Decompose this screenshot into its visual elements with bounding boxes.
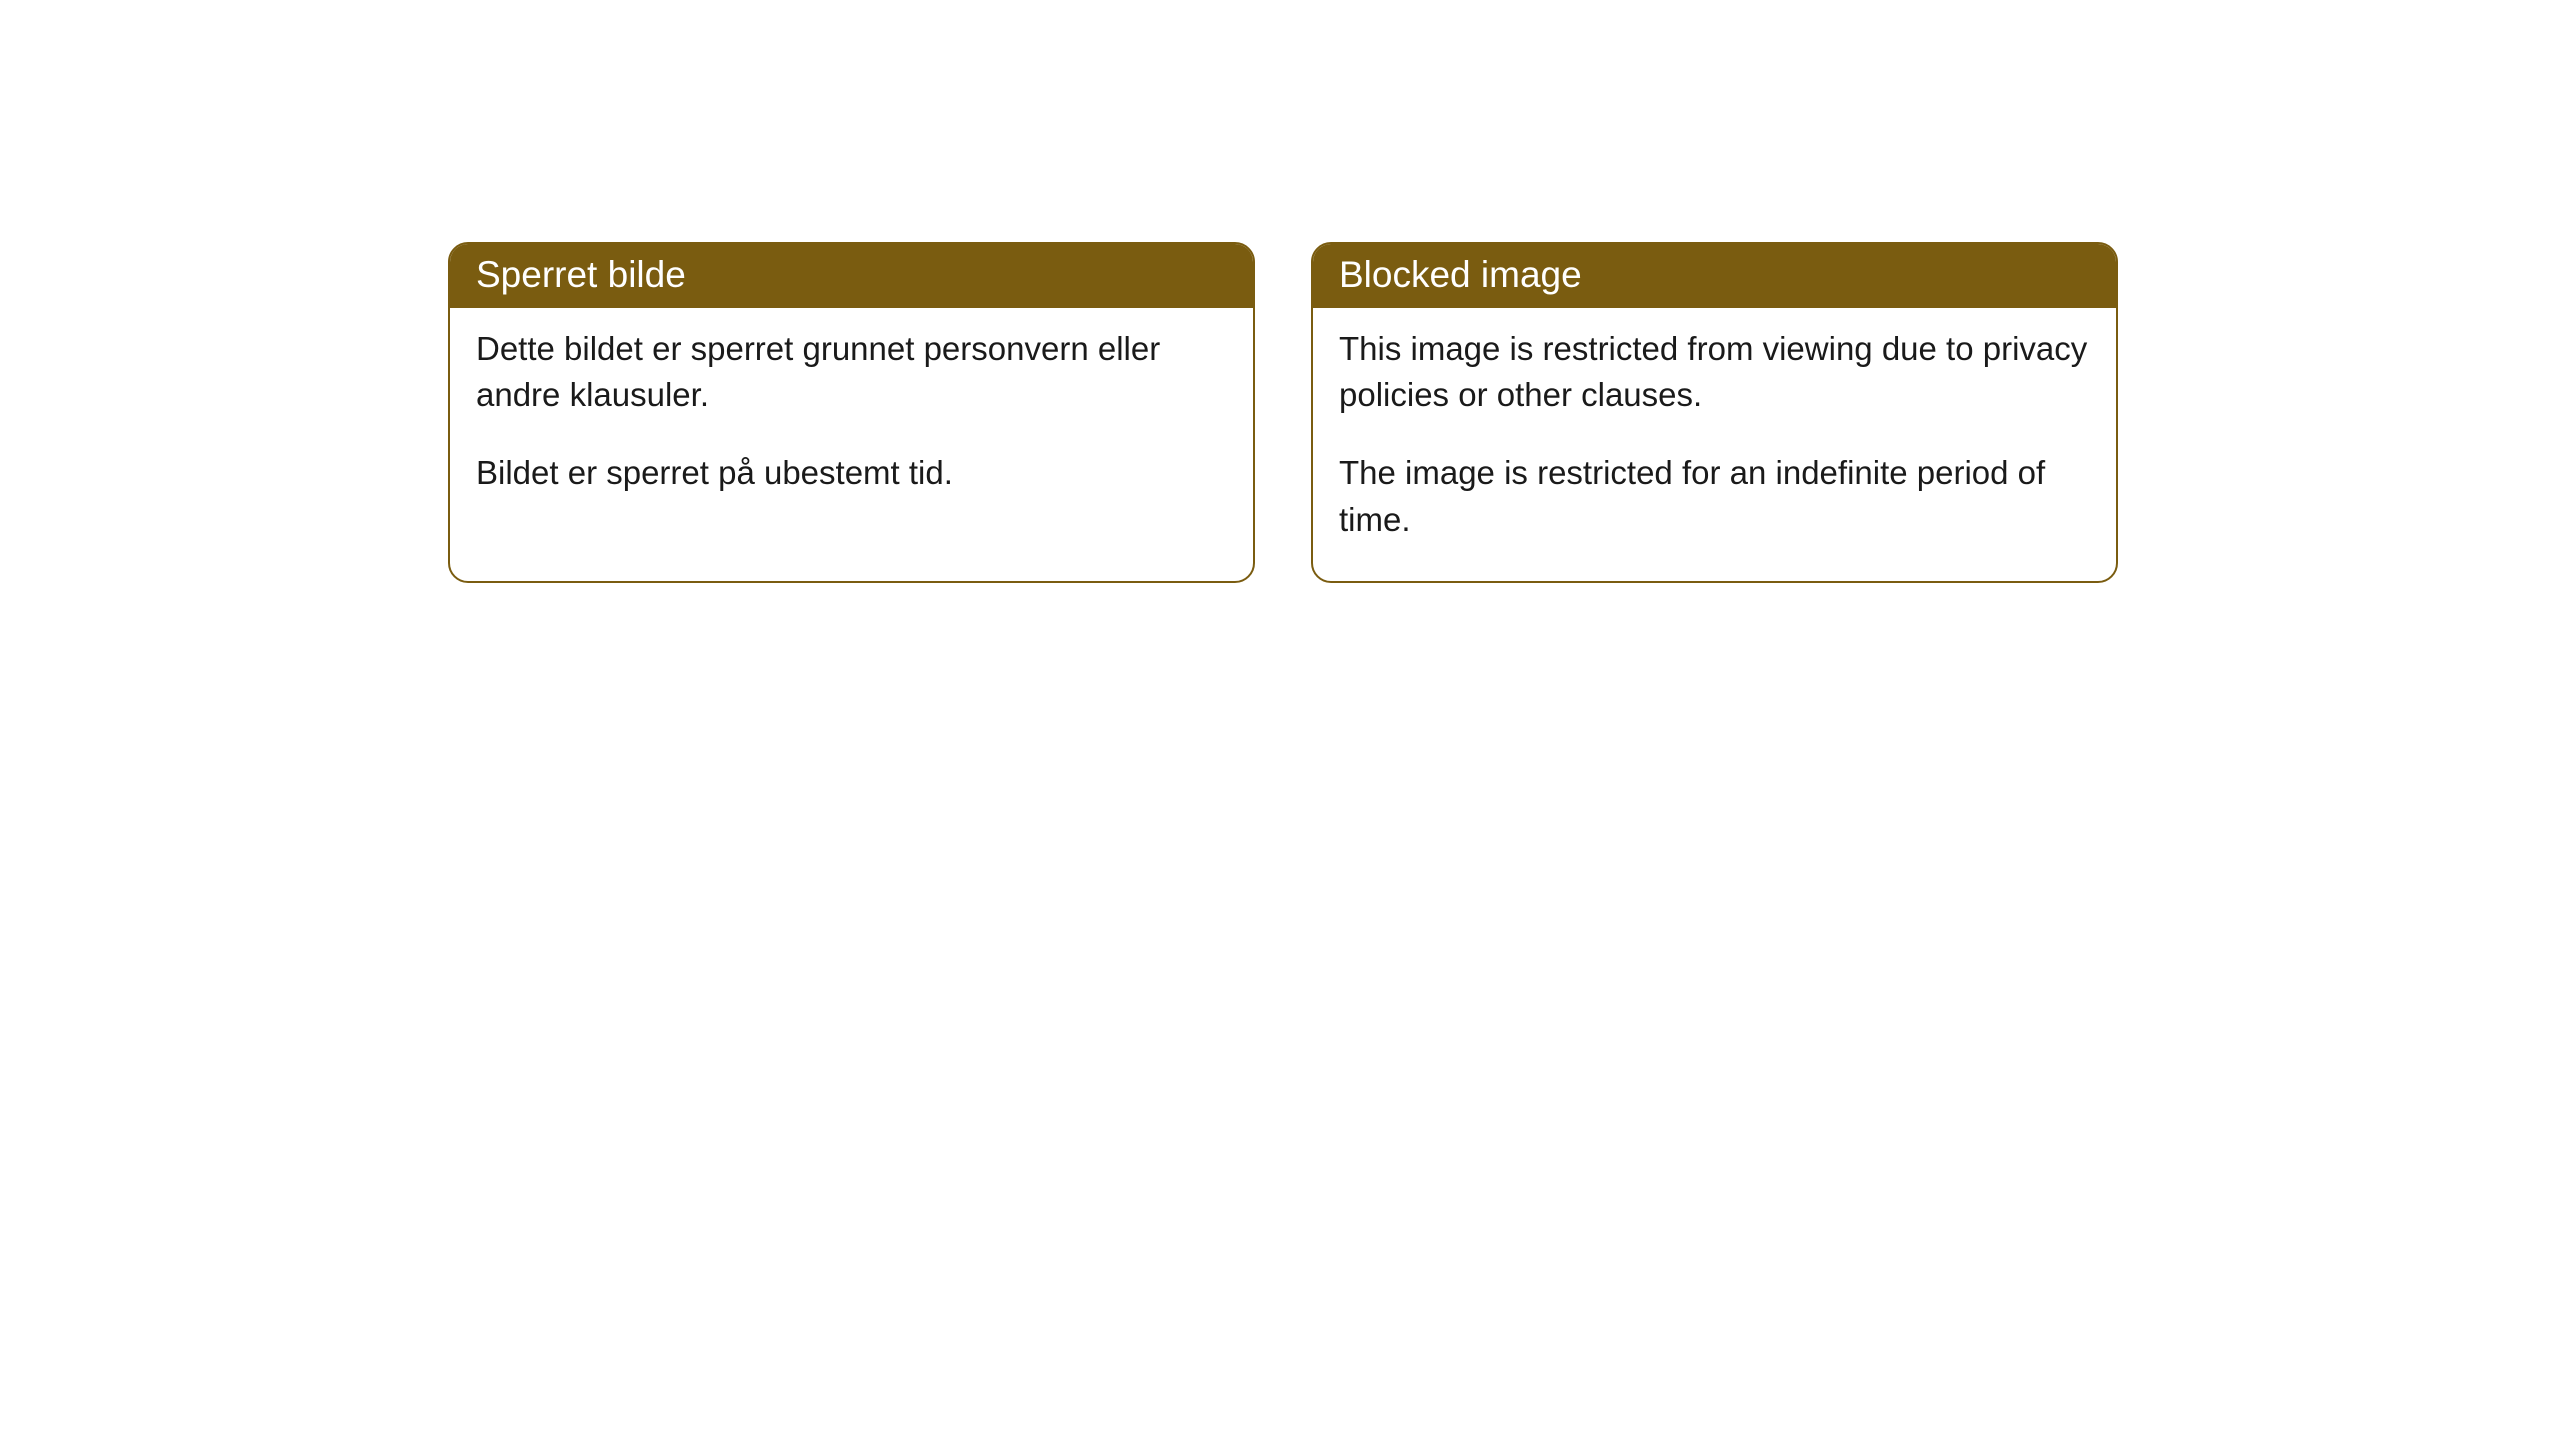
notice-header: Blocked image	[1313, 244, 2116, 308]
notice-container: Sperret bilde Dette bildet er sperret gr…	[0, 0, 2560, 583]
notice-paragraph: Dette bildet er sperret grunnet personve…	[476, 326, 1227, 418]
notice-card-english: Blocked image This image is restricted f…	[1311, 242, 2118, 583]
notice-paragraph: The image is restricted for an indefinit…	[1339, 450, 2090, 542]
notice-body: Dette bildet er sperret grunnet personve…	[450, 308, 1253, 535]
notice-paragraph: Bildet er sperret på ubestemt tid.	[476, 450, 1227, 496]
notice-header: Sperret bilde	[450, 244, 1253, 308]
notice-card-norwegian: Sperret bilde Dette bildet er sperret gr…	[448, 242, 1255, 583]
notice-body: This image is restricted from viewing du…	[1313, 308, 2116, 581]
notice-paragraph: This image is restricted from viewing du…	[1339, 326, 2090, 418]
